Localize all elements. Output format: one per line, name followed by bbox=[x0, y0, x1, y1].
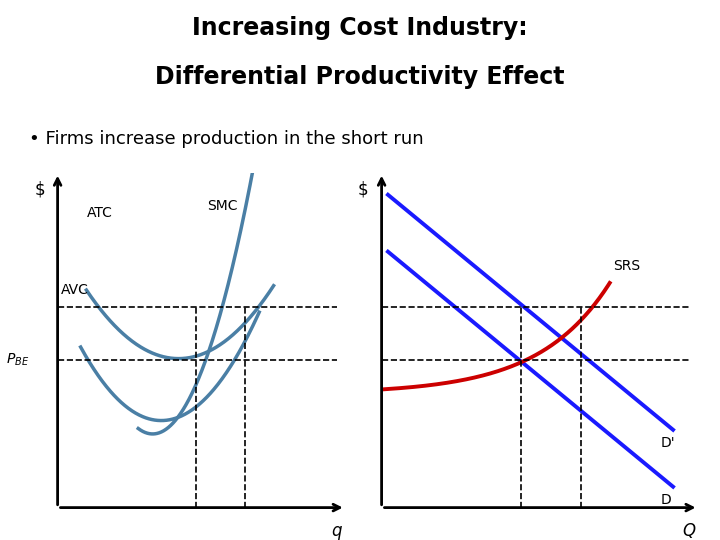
Text: q: q bbox=[332, 522, 342, 540]
Text: SMC: SMC bbox=[207, 199, 238, 213]
Text: D: D bbox=[660, 493, 671, 507]
Text: $: $ bbox=[357, 180, 368, 199]
Text: AVC: AVC bbox=[60, 282, 89, 296]
Text: Increasing Cost Industry:: Increasing Cost Industry: bbox=[192, 16, 528, 40]
Text: • Firms increase production in the short run: • Firms increase production in the short… bbox=[29, 130, 423, 147]
Text: $P_{BE}$: $P_{BE}$ bbox=[6, 352, 29, 368]
Text: ATC: ATC bbox=[86, 206, 112, 220]
Text: Differential Productivity Effect: Differential Productivity Effect bbox=[156, 65, 564, 89]
Text: SRS: SRS bbox=[613, 259, 640, 273]
Text: Q: Q bbox=[683, 522, 696, 540]
Text: $: $ bbox=[35, 180, 45, 199]
Text: D': D' bbox=[660, 436, 675, 450]
